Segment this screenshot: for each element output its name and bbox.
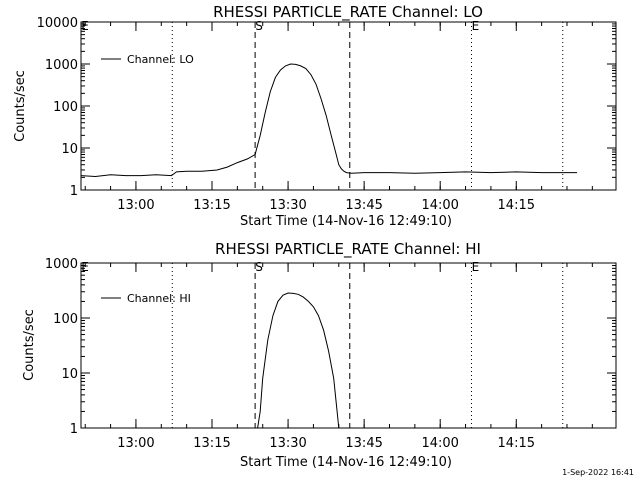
y-tick-label-lo: 10 bbox=[61, 142, 78, 157]
x-tick-label-hi: 13:30 bbox=[269, 436, 306, 451]
y-axis-label-lo: Counts/sec bbox=[13, 70, 28, 142]
event-markers-hi: ESE bbox=[80, 260, 564, 428]
marker-label-lo-4: E bbox=[472, 19, 480, 33]
panel-lo: RHESSI PARTICLE_RATE Channel: LO ESE 110… bbox=[13, 3, 617, 229]
plot-frame-lo bbox=[80, 21, 617, 191]
y-axis-label-hi: Counts/sec bbox=[22, 309, 37, 381]
y-tick-label-hi: 1000 bbox=[45, 257, 78, 272]
marker-label-hi-4: E bbox=[472, 260, 480, 274]
y-axis-ticks-lo: 1 10 100 1000 10000 bbox=[37, 16, 616, 199]
legend-label-hi: Channel: HI bbox=[127, 292, 191, 305]
x-tick-label-hi: 13:15 bbox=[193, 436, 230, 451]
y-tick-label-lo: 1000 bbox=[45, 58, 78, 73]
chart-title-lo: RHESSI PARTICLE_RATE Channel: LO bbox=[213, 3, 483, 22]
y-tick-label-lo: 1 bbox=[70, 184, 78, 199]
x-axis-ticks-lo: 13:00 13:15 13:30 13:45 14:00 14:15 bbox=[84, 22, 593, 213]
x-tick-label-lo: 13:30 bbox=[269, 198, 306, 213]
x-tick-label-lo: 13:15 bbox=[193, 198, 230, 213]
legend-label-lo: Channel: LO bbox=[127, 53, 194, 66]
y-tick-label-lo: 100 bbox=[53, 100, 78, 115]
x-tick-label-hi: 13:45 bbox=[345, 436, 382, 451]
x-axis-label-hi: Start Time (14-Nov-16 12:49:10) bbox=[240, 455, 452, 470]
x-tick-label-lo: 13:45 bbox=[345, 198, 382, 213]
y-tick-label-hi: 10 bbox=[61, 367, 78, 382]
x-tick-label-lo: 14:00 bbox=[421, 198, 458, 213]
x-tick-label-hi: 14:15 bbox=[498, 436, 535, 451]
panel-hi: RHESSI PARTICLE_RATE Channel: HI ESE 110… bbox=[22, 240, 617, 470]
x-tick-label-hi: 13:00 bbox=[117, 436, 154, 451]
marker-label-hi-2: S bbox=[255, 260, 263, 274]
y-tick-label-hi: 1 bbox=[70, 422, 78, 437]
series-line-channel-hi bbox=[257, 292, 340, 429]
x-axis-label-lo: Start Time (14-Nov-16 12:49:10) bbox=[240, 214, 452, 229]
event-markers-lo: ESE bbox=[80, 19, 564, 190]
x-tick-label-lo: 14:15 bbox=[498, 198, 535, 213]
plot-frame-hi bbox=[80, 262, 617, 429]
marker-label-lo-2: S bbox=[255, 19, 263, 33]
plot-timestamp: 1-Sep-2022 16:41 bbox=[562, 468, 634, 477]
series-line-channel-lo bbox=[80, 63, 578, 178]
x-tick-label-hi: 14:00 bbox=[421, 436, 458, 451]
y-axis-ticks-hi: 1 10 100 1000 bbox=[45, 257, 616, 437]
y-tick-label-lo: 10000 bbox=[37, 16, 78, 31]
y-tick-label-hi: 100 bbox=[53, 312, 78, 327]
x-axis-ticks-hi: 13:00 13:15 13:30 13:45 14:00 14:15 bbox=[84, 263, 593, 451]
x-tick-label-lo: 13:00 bbox=[117, 198, 154, 213]
chart-title-hi: RHESSI PARTICLE_RATE Channel: HI bbox=[215, 240, 481, 259]
